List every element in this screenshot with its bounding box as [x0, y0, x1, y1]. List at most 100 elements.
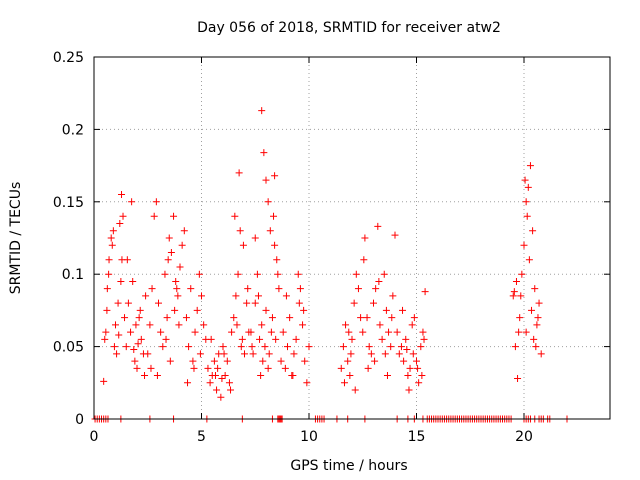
data-point — [107, 234, 115, 242]
data-point — [141, 372, 149, 380]
data-point — [198, 292, 205, 300]
data-point — [148, 285, 156, 293]
y-tick-label: 0.15 — [53, 195, 84, 211]
x-tick-label: 10 — [300, 429, 318, 445]
data-point — [124, 299, 132, 307]
data-point — [351, 386, 359, 394]
data-point — [174, 292, 182, 300]
data-point — [142, 292, 150, 300]
data-point — [180, 227, 188, 235]
data-point — [265, 350, 273, 358]
data-point — [361, 234, 369, 242]
data-point — [522, 198, 530, 206]
data-point — [235, 169, 243, 177]
data-point — [108, 241, 116, 249]
data-point — [173, 285, 181, 293]
data-point — [522, 328, 530, 336]
data-point — [105, 256, 113, 264]
data-point — [347, 350, 355, 358]
data-point — [230, 314, 238, 322]
plot-frame — [93, 56, 611, 420]
data-point — [162, 335, 170, 343]
data-point — [102, 328, 110, 336]
data-point — [264, 364, 272, 372]
data-point — [241, 350, 248, 358]
data-point — [217, 393, 225, 401]
data-point — [520, 241, 528, 249]
data-point — [239, 241, 247, 249]
data-point — [277, 357, 285, 365]
data-point — [184, 379, 192, 387]
x-tick-label: 20 — [515, 429, 533, 445]
data-point — [400, 357, 408, 365]
data-point — [413, 357, 420, 365]
data-point — [281, 364, 289, 372]
data-point — [337, 364, 345, 372]
data-point — [228, 328, 236, 336]
data-point — [342, 321, 350, 329]
data-point — [223, 357, 231, 365]
data-point — [399, 306, 407, 314]
data-point — [135, 314, 143, 322]
data-point — [251, 299, 259, 307]
data-point — [227, 386, 235, 394]
data-point — [147, 364, 155, 372]
data-point — [381, 350, 389, 358]
x-axis-label: GPS time / hours — [290, 458, 407, 474]
data-point — [109, 227, 117, 235]
data-point — [159, 343, 167, 351]
data-point — [418, 372, 426, 380]
data-point — [127, 328, 135, 336]
data-point — [132, 321, 140, 329]
data-point — [214, 364, 222, 372]
data-point — [279, 328, 287, 336]
data-point — [295, 299, 303, 307]
y-tick-label: 0.2 — [62, 122, 84, 138]
chart-title: Day 056 of 2018, SRMTID for receiver atw… — [197, 20, 501, 36]
data-point — [518, 270, 526, 278]
data-point — [271, 241, 279, 249]
data-point — [260, 149, 268, 157]
data-point — [391, 231, 399, 239]
grid — [94, 57, 610, 419]
data-point — [204, 364, 212, 372]
data-point — [514, 374, 522, 382]
data-point — [272, 335, 280, 343]
data-point — [346, 372, 354, 380]
data-point — [259, 357, 267, 365]
data-point — [404, 372, 412, 380]
data-point — [101, 335, 109, 343]
data-point — [383, 372, 391, 380]
data-point — [193, 306, 201, 314]
data-point — [359, 328, 367, 336]
data-point — [365, 343, 373, 351]
y-tick-label: 0.05 — [53, 340, 84, 356]
data-point — [247, 328, 255, 336]
data-point — [264, 198, 272, 206]
data-point — [292, 335, 300, 343]
x-tick-label: 15 — [408, 429, 426, 445]
data-point — [348, 335, 356, 343]
data-point — [176, 263, 184, 271]
data-point — [395, 350, 403, 358]
data-point — [182, 314, 190, 322]
data-point — [116, 220, 124, 228]
y-axis-label: SRMTID / TECUs — [8, 182, 24, 295]
data-point — [402, 335, 410, 343]
data-point — [137, 335, 145, 343]
data-point — [354, 285, 362, 293]
data-point — [129, 277, 137, 285]
data-point — [103, 306, 111, 314]
data-point — [165, 234, 173, 242]
data-point — [421, 288, 429, 296]
x-tick-label: 0 — [90, 429, 99, 445]
data-point — [231, 212, 239, 220]
data-point — [251, 234, 259, 242]
data-point — [532, 343, 540, 351]
data-point — [152, 198, 160, 206]
data-point — [385, 328, 393, 336]
data-point — [363, 314, 371, 322]
data-point — [113, 350, 121, 358]
